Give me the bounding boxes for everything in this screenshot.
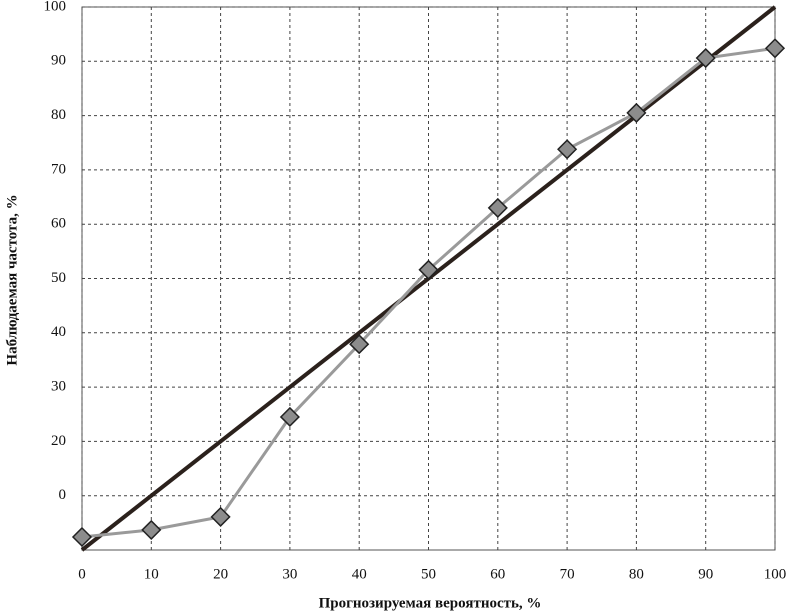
marker (141, 519, 162, 540)
marker (418, 259, 439, 280)
y-tick-label: 30 (51, 379, 66, 395)
marker (487, 197, 508, 218)
x-tick-label: 30 (282, 566, 297, 582)
y-tick-label: 60 (51, 216, 66, 232)
x-tick-label: 90 (698, 566, 713, 582)
y-tick-label: 100 (44, 0, 67, 14)
y-tick-label: 40 (51, 324, 66, 340)
x-tick-label: 40 (352, 566, 367, 582)
marker (71, 526, 93, 548)
marker (279, 406, 300, 428)
y-tick-label: 0 (59, 487, 67, 503)
y-tick-label: 80 (51, 107, 66, 123)
y-tick-label: 20 (51, 433, 66, 449)
y-tick-label: 90 (51, 53, 66, 69)
marker (626, 102, 647, 123)
marker (349, 334, 370, 355)
x-tick-label: 10 (144, 566, 159, 582)
x-tick-label: 0 (78, 566, 86, 582)
x-tick-label: 50 (421, 566, 436, 582)
y-tick-label: 50 (51, 270, 66, 286)
x-axis-title: Прогнозируемая вероятность, % (319, 595, 542, 611)
x-tick-label: 20 (213, 566, 228, 582)
y-tick-label: 70 (51, 161, 66, 177)
x-tick-label: 70 (560, 566, 575, 582)
marker (764, 38, 786, 59)
marker (210, 506, 231, 527)
x-tick-label: 60 (490, 566, 505, 582)
x-tick-label: 80 (629, 566, 644, 582)
y-axis-title: Наблюдаемая частота, % (4, 194, 20, 365)
marker (695, 47, 716, 69)
x-tick-label: 100 (764, 566, 787, 582)
marker (557, 139, 578, 160)
